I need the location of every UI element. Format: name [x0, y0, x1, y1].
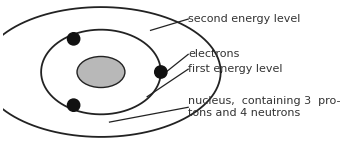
Text: second energy level: second energy level [188, 14, 300, 24]
Text: electrons: electrons [188, 49, 239, 59]
Ellipse shape [155, 66, 167, 78]
Text: nucleus,  containing 3  pro-
tons and 4 neutrons: nucleus, containing 3 pro- tons and 4 ne… [188, 96, 341, 119]
Text: first energy level: first energy level [188, 64, 283, 74]
Ellipse shape [67, 33, 80, 45]
Ellipse shape [67, 99, 80, 111]
Ellipse shape [77, 56, 125, 88]
